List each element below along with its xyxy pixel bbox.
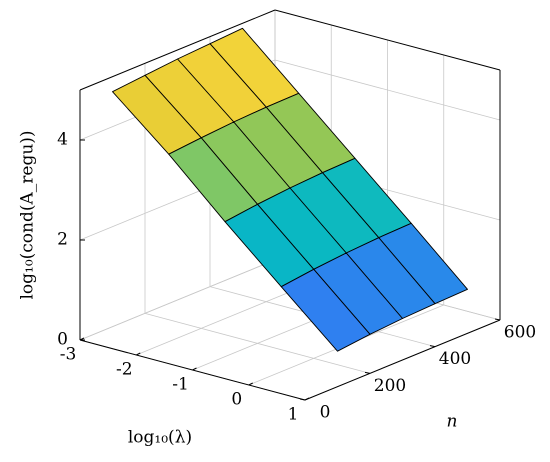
tick-mark — [136, 352, 141, 356]
tick-mark — [192, 367, 197, 371]
tick-mark — [299, 398, 306, 401]
y-tick-label: 400 — [439, 349, 471, 369]
z-tick-label: 2 — [57, 230, 68, 250]
axis-line — [304, 319, 501, 401]
tick-mark — [304, 397, 310, 401]
tick-mark — [79, 337, 85, 341]
axis-line — [79, 9, 276, 91]
grid-line — [274, 59, 501, 121]
y-axis-label: n — [447, 412, 458, 432]
tick-mark — [364, 371, 371, 374]
x-tick-label: -3 — [60, 345, 77, 365]
tick-mark — [429, 345, 436, 348]
y-tick-label: 200 — [374, 376, 406, 396]
x-tick-label: 1 — [288, 405, 299, 425]
y-tick-label: 0 — [320, 403, 331, 423]
grid-line — [79, 259, 276, 341]
y-tick-label: 600 — [504, 323, 536, 343]
grid-line — [144, 312, 371, 374]
x-tick-label: -1 — [172, 375, 189, 395]
axis-line — [274, 9, 501, 71]
x-tick-label: 0 — [231, 390, 242, 410]
axes: 0 2 4 -3 -2 -1 0 1 0 200 400 600 — [57, 9, 536, 425]
tick-mark — [494, 318, 501, 321]
z-tick-label: 0 — [57, 330, 68, 350]
x-tick-label: -2 — [116, 360, 133, 380]
z-tick-label: 4 — [57, 130, 68, 150]
tick-mark — [248, 382, 253, 386]
z-axis-label: log₁₀(cond(A_regu)) — [18, 130, 38, 299]
x-axis-label: log₁₀(λ) — [128, 428, 192, 448]
surface — [112, 27, 468, 352]
surface-patch — [280, 268, 371, 352]
